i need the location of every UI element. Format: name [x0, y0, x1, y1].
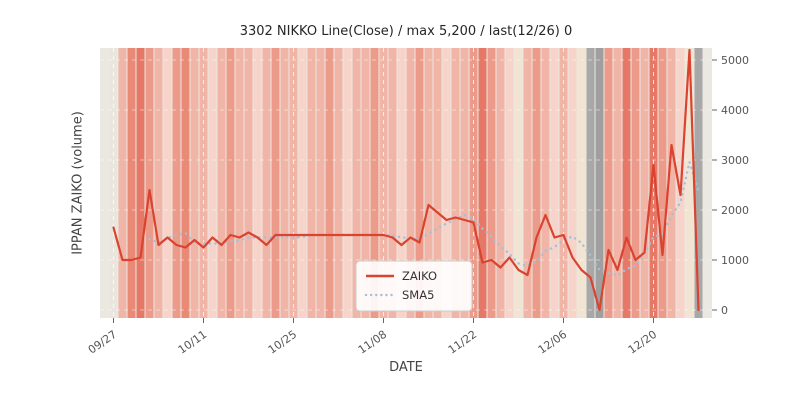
day-band	[145, 48, 154, 318]
day-band	[604, 48, 613, 318]
day-band	[316, 48, 325, 318]
x-tick-label: 12/20	[626, 328, 659, 357]
day-band	[514, 48, 523, 318]
day-band	[208, 48, 217, 318]
x-axis: 09/27 10/11 10/25 11/08 11/22 12/06 12/20	[86, 318, 659, 357]
day-band	[694, 48, 703, 318]
day-band	[163, 48, 172, 318]
day-band	[118, 48, 127, 318]
day-band	[595, 48, 604, 318]
day-band	[469, 48, 478, 318]
day-band	[298, 48, 307, 318]
y-tick-label: 0	[721, 304, 728, 317]
y-tick-label: 5000	[721, 54, 749, 67]
day-band	[136, 48, 145, 318]
day-band	[667, 48, 676, 318]
day-band	[478, 48, 487, 318]
x-tick-label: 10/11	[176, 328, 209, 357]
day-band	[577, 48, 586, 318]
day-band	[415, 48, 424, 318]
day-band	[559, 48, 568, 318]
day-band	[325, 48, 334, 318]
price-change-bands	[109, 48, 703, 318]
day-band	[343, 48, 352, 318]
y-axis-label: IPPAN ZAIKO (volume)	[70, 111, 86, 255]
day-band	[460, 48, 469, 318]
day-band	[190, 48, 199, 318]
day-band	[307, 48, 316, 318]
day-band	[649, 48, 658, 318]
chart-title: 3302 NIKKO Line(Close) / max 5,200 / las…	[239, 24, 573, 39]
x-tick-label: 12/06	[536, 328, 569, 357]
day-band	[658, 48, 667, 318]
zaiko-line	[112, 48, 700, 312]
day-band	[127, 48, 136, 318]
day-band	[289, 48, 298, 318]
day-band	[442, 48, 451, 318]
day-band	[361, 48, 370, 318]
day-band	[451, 48, 460, 318]
day-band	[433, 48, 442, 318]
day-band	[685, 48, 694, 318]
x-tick-label: 09/27	[86, 328, 119, 357]
day-band	[622, 48, 631, 318]
day-band	[550, 48, 559, 318]
day-band	[235, 48, 244, 318]
x-tick-label: 11/22	[446, 328, 479, 357]
day-band	[397, 48, 406, 318]
day-band	[388, 48, 397, 318]
x-tick-label: 11/08	[356, 328, 389, 357]
day-band	[631, 48, 640, 318]
day-band	[352, 48, 361, 318]
day-band	[487, 48, 496, 318]
day-band	[280, 48, 289, 318]
y-tick-label: 3000	[721, 154, 749, 167]
day-band	[262, 48, 271, 318]
day-band	[244, 48, 253, 318]
day-band	[523, 48, 532, 318]
day-band	[109, 48, 118, 318]
day-band	[370, 48, 379, 318]
legend-box	[355, 260, 473, 312]
day-band	[172, 48, 181, 318]
y-axis: 0 1000 2000 3000 4000 5000	[712, 54, 749, 317]
y-tick-label: 1000	[721, 254, 749, 267]
day-band	[199, 48, 208, 318]
legend: ZAIKO SMA5	[355, 260, 473, 312]
day-band	[640, 48, 649, 318]
day-band	[586, 48, 595, 318]
y-tick-label: 4000	[721, 104, 749, 117]
x-axis-label: DATE	[389, 360, 423, 375]
legend-zaiko-label: ZAIKO	[402, 269, 437, 283]
day-band	[379, 48, 388, 318]
day-band	[181, 48, 190, 318]
day-band	[154, 48, 163, 318]
day-band	[532, 48, 541, 318]
day-band	[226, 48, 235, 318]
day-band	[568, 48, 577, 318]
x-tick-label: 10/25	[266, 328, 299, 357]
legend-sma5-label: SMA5	[402, 288, 434, 302]
day-band	[505, 48, 514, 318]
day-band	[406, 48, 415, 318]
day-band	[424, 48, 433, 318]
day-band	[271, 48, 280, 318]
day-band	[541, 48, 550, 318]
day-band	[496, 48, 505, 318]
day-band	[217, 48, 226, 318]
day-band	[334, 48, 343, 318]
day-band	[613, 48, 622, 318]
day-band	[253, 48, 262, 318]
y-tick-label: 2000	[721, 204, 749, 217]
